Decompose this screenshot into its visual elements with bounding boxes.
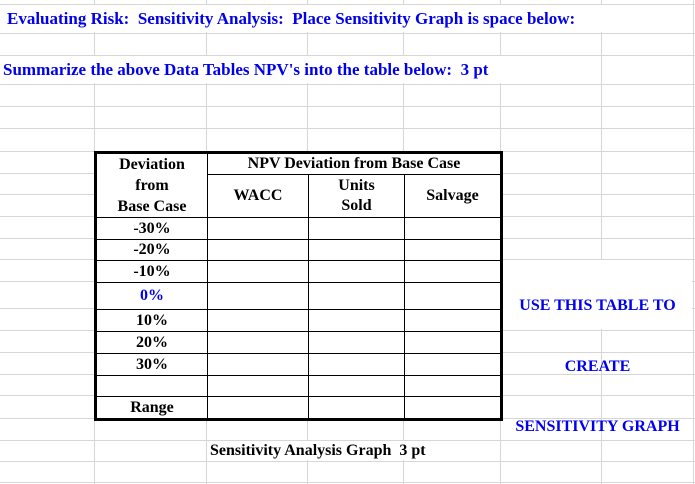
- npv-cell[interactable]: [207, 282, 309, 310]
- npv-cell[interactable]: [403, 282, 503, 310]
- npv-cell[interactable]: [207, 309, 309, 332]
- cell-overflow-mask: [0, 56, 598, 83]
- note-line: CREATE: [564, 358, 631, 375]
- npv-cell[interactable]: [207, 239, 309, 261]
- gridline: [0, 33, 695, 34]
- header-units-sold[interactable]: Units Sold: [308, 174, 405, 218]
- header-line: WACC: [233, 187, 283, 204]
- gridline: [0, 440, 695, 441]
- spacer-cell[interactable]: [95, 375, 208, 397]
- row-label-minus-30[interactable]: -30%: [95, 217, 208, 240]
- header-salvage[interactable]: Salvage: [403, 174, 503, 218]
- header-line: Base Case: [117, 198, 187, 215]
- row-label-base-case[interactable]: 0%: [95, 282, 208, 310]
- header-line: Units: [338, 177, 375, 194]
- row-label-plus-30[interactable]: 30%: [95, 353, 208, 376]
- npv-cell[interactable]: [403, 309, 503, 332]
- gridline: [601, 0, 602, 484]
- header-line: Salvage: [426, 187, 479, 204]
- npv-cell[interactable]: [403, 239, 503, 261]
- npv-cell[interactable]: [308, 239, 405, 261]
- table-row: -20%: [95, 239, 503, 261]
- npv-cell[interactable]: [207, 260, 309, 283]
- table-row: -10%: [95, 260, 503, 283]
- table-row-range: Range: [95, 396, 503, 420]
- title-evaluating-risk: Evaluating Risk: Sensitivity Analysis: P…: [7, 9, 576, 28]
- row-label-plus-20[interactable]: 20%: [95, 331, 208, 354]
- range-cell[interactable]: [308, 396, 405, 420]
- spacer-cell[interactable]: [308, 375, 405, 397]
- range-cell[interactable]: [403, 396, 503, 420]
- row-label-minus-20[interactable]: -20%: [95, 239, 208, 261]
- npv-cell[interactable]: [403, 260, 503, 283]
- npv-cell[interactable]: [403, 331, 503, 354]
- npv-cell[interactable]: [308, 282, 405, 310]
- gridline: [0, 461, 695, 462]
- row-label-plus-10[interactable]: 10%: [95, 309, 208, 332]
- gridline: [0, 106, 695, 107]
- note-line: USE THIS TABLE TO: [519, 297, 676, 314]
- spacer-cell[interactable]: [207, 375, 309, 397]
- spacer-cell[interactable]: [403, 375, 503, 397]
- table-row-base-case: 0%: [95, 282, 503, 310]
- note-line: SENSITIVITY GRAPH: [515, 418, 680, 435]
- caption-sensitivity-graph: Sensitivity Analysis Graph 3 pt: [210, 442, 426, 459]
- npv-cell[interactable]: [308, 217, 405, 240]
- header-npv-deviation[interactable]: NPV Deviation from Base Case: [206, 152, 503, 175]
- table-row: 20%: [95, 331, 503, 354]
- gridline: [0, 55, 695, 56]
- npv-cell[interactable]: [308, 260, 405, 283]
- row-label-minus-10[interactable]: -10%: [95, 260, 208, 283]
- header-line: Sold: [341, 197, 372, 214]
- npv-cell[interactable]: [207, 331, 309, 354]
- header-deviation-from-base-case[interactable]: Deviation from Base Case: [95, 152, 208, 218]
- sensitivity-summary-table: Deviation from Base Case NPV Deviation f…: [94, 151, 504, 421]
- npv-cell[interactable]: [403, 217, 503, 240]
- cell-overflow-mask: [501, 260, 692, 329]
- gridline: [0, 84, 695, 85]
- table-row: 10%: [95, 309, 503, 332]
- table-row: 30%: [95, 353, 503, 376]
- cell-overflow-mask: [207, 441, 445, 460]
- table-row: -30%: [95, 217, 503, 240]
- cell-overflow-mask: [0, 5, 690, 32]
- header-line: from: [135, 177, 169, 194]
- npv-cell[interactable]: [207, 353, 309, 376]
- npv-cell[interactable]: [403, 353, 503, 376]
- npv-cell[interactable]: [207, 217, 309, 240]
- gridline: [0, 128, 695, 129]
- header-wacc[interactable]: WACC: [207, 174, 309, 218]
- gridline: [0, 482, 695, 483]
- range-cell[interactable]: [207, 396, 309, 420]
- instruction-summarize: Summarize the above Data Tables NPV's in…: [3, 60, 489, 79]
- npv-cell[interactable]: [308, 309, 405, 332]
- npv-cell[interactable]: [308, 353, 405, 376]
- table-row-spacer: [95, 375, 503, 397]
- note-use-this-table: USE THIS TABLE TO CREATE SENSITIVITY GRA…: [500, 259, 695, 474]
- npv-cell[interactable]: [308, 331, 405, 354]
- range-label[interactable]: Range: [95, 396, 208, 420]
- gridline: [693, 0, 694, 484]
- gridline: [0, 4, 695, 5]
- header-line: Deviation: [119, 156, 185, 173]
